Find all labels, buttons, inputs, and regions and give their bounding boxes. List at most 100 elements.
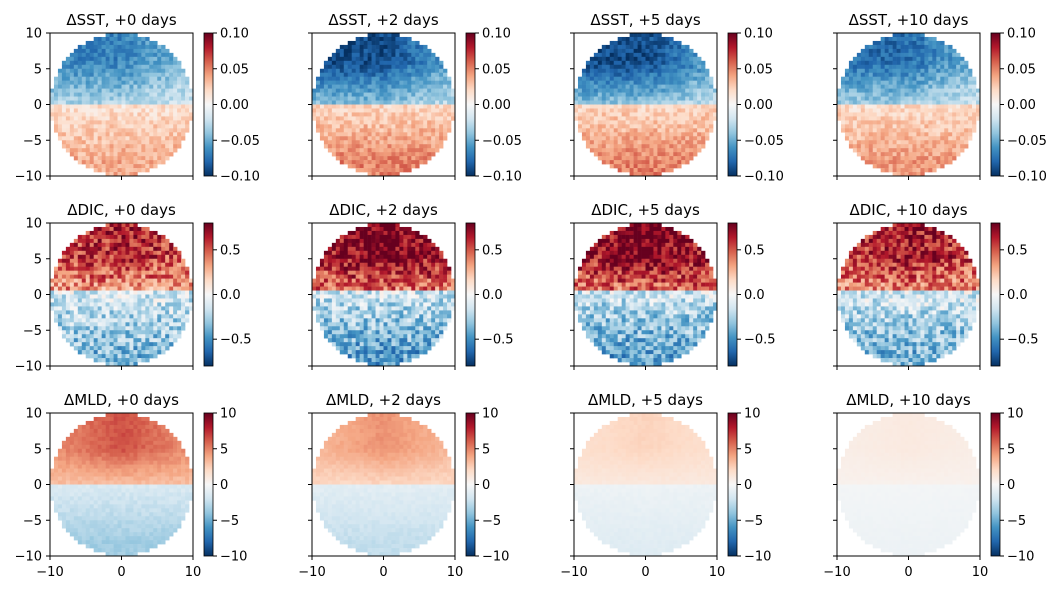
heatmap-cell xyxy=(364,136,368,140)
heatmap-cell xyxy=(153,251,157,255)
heatmap-cell xyxy=(944,65,948,69)
heatmap-cell xyxy=(642,65,646,69)
heatmap-cell xyxy=(661,45,665,49)
heatmap-cell xyxy=(395,160,399,164)
heatmap-cell xyxy=(114,302,118,306)
heatmap-cell xyxy=(972,85,976,89)
heatmap-cell xyxy=(141,251,145,255)
heatmap-cell xyxy=(403,81,407,85)
heatmap-cell xyxy=(98,101,102,105)
heatmap-cell xyxy=(74,140,78,144)
heatmap-cell xyxy=(677,112,681,116)
heatmap-cell xyxy=(133,279,137,283)
heatmap-cell xyxy=(940,77,944,81)
heatmap-cell xyxy=(419,128,423,132)
heatmap-cell xyxy=(634,69,638,73)
heatmap-cell xyxy=(372,144,376,148)
heatmap-cell xyxy=(916,97,920,101)
heatmap-cell xyxy=(435,148,439,152)
heatmap-cell xyxy=(689,89,693,93)
heatmap-cell xyxy=(614,85,618,89)
heatmap-cell xyxy=(403,49,407,53)
heatmap-cell xyxy=(909,160,913,164)
heatmap-cell xyxy=(344,105,348,109)
heatmap-cell xyxy=(709,85,713,89)
heatmap-cell xyxy=(916,37,920,41)
heatmap-cell xyxy=(118,124,122,128)
heatmap-cell xyxy=(873,116,877,120)
heatmap-cell xyxy=(447,128,451,132)
heatmap-cell xyxy=(665,73,669,77)
heatmap-cell xyxy=(853,73,857,77)
heatmap-cell xyxy=(114,132,118,136)
heatmap-cell xyxy=(889,168,893,172)
heatmap-cell xyxy=(901,144,905,148)
heatmap-cell xyxy=(90,302,94,306)
heatmap-cell xyxy=(701,132,705,136)
heatmap-cell xyxy=(86,291,90,295)
heatmap-cell xyxy=(677,136,681,140)
heatmap-cell xyxy=(356,61,360,65)
heatmap-cell xyxy=(881,61,885,65)
heatmap-cell xyxy=(66,132,70,136)
heatmap-cell xyxy=(685,101,689,105)
heatmap-cell xyxy=(340,128,344,132)
heatmap-cell xyxy=(952,77,956,81)
heatmap-cell xyxy=(956,152,960,156)
heatmap-cell xyxy=(66,124,70,128)
heatmap-cell xyxy=(606,120,610,124)
heatmap-cell xyxy=(98,69,102,73)
heatmap-cell xyxy=(86,156,90,160)
heatmap-cell xyxy=(897,160,901,164)
heatmap-cell xyxy=(98,61,102,65)
heatmap-cell xyxy=(62,302,66,306)
heatmap-cell xyxy=(638,53,642,57)
heatmap-cell xyxy=(66,136,70,140)
heatmap-cell xyxy=(423,132,427,136)
heatmap-cell xyxy=(952,140,956,144)
heatmap-cell xyxy=(98,116,102,120)
heatmap-cell xyxy=(74,322,78,326)
heatmap-cell xyxy=(849,65,853,69)
heatmap-cell xyxy=(141,61,145,65)
heatmap-cell xyxy=(881,148,885,152)
heatmap-cell xyxy=(661,49,665,53)
heatmap-cell xyxy=(924,57,928,61)
heatmap-cell xyxy=(110,350,114,354)
heatmap-cell xyxy=(332,132,336,136)
heatmap-cell xyxy=(356,77,360,81)
heatmap-cell xyxy=(58,69,62,73)
heatmap-cell xyxy=(376,160,380,164)
heatmap-cell xyxy=(638,108,642,112)
heatmap-cell xyxy=(407,168,411,172)
heatmap-cell xyxy=(697,65,701,69)
heatmap-cell xyxy=(427,69,431,73)
heatmap-cell xyxy=(435,69,439,73)
heatmap-cell xyxy=(681,160,685,164)
heatmap-cell xyxy=(360,128,364,132)
colorbar-tick-label: −0.05 xyxy=(220,134,260,149)
heatmap-cell xyxy=(845,93,849,97)
heatmap-cell xyxy=(889,148,893,152)
heatmap-cell xyxy=(332,101,336,105)
heatmap-cell xyxy=(161,152,165,156)
heatmap-cell xyxy=(912,152,916,156)
heatmap-cell xyxy=(443,81,447,85)
heatmap-cell xyxy=(133,77,137,81)
heatmap-cell xyxy=(638,148,642,152)
heatmap-cell xyxy=(352,81,356,85)
heatmap-cell xyxy=(940,140,944,144)
heatmap-cell xyxy=(62,140,66,144)
heatmap-cell xyxy=(90,136,94,140)
heatmap-cell xyxy=(590,112,594,116)
heatmap-cell xyxy=(606,108,610,112)
heatmap-cell xyxy=(677,128,681,132)
heatmap-cell xyxy=(74,263,78,267)
heatmap-cell xyxy=(956,57,960,61)
heatmap-cell xyxy=(153,298,157,302)
heatmap-cell xyxy=(133,156,137,160)
heatmap-cell xyxy=(66,291,70,295)
heatmap-cell xyxy=(114,112,118,116)
heatmap-cell xyxy=(177,112,181,116)
heatmap-cell xyxy=(932,168,936,172)
